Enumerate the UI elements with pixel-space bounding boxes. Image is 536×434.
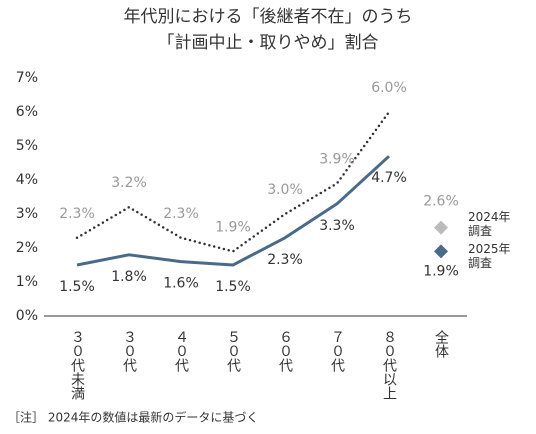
y-tick-label: 5% [16, 138, 38, 154]
data-label: 3.0% [267, 182, 303, 198]
chart-title: 年代別における「後継者不在」のうち [124, 7, 413, 27]
data-label: 3.9% [319, 151, 355, 167]
data-label: 3.2% [111, 175, 147, 191]
data-label: 6.0% [371, 80, 407, 96]
x-tick-label: 全体 [433, 329, 449, 358]
x-tick-label: ８０代以上 [381, 330, 397, 400]
legend-label: 2024年調査 [468, 210, 511, 238]
summary-marker [434, 244, 448, 259]
legend-label: 2025年調査 [468, 242, 511, 270]
series-line [76, 155, 391, 267]
y-tick-label: 6% [16, 104, 38, 120]
data-label: 3.3% [319, 218, 355, 234]
series-line [75, 110, 391, 253]
x-tick-label: ４０代 [173, 330, 189, 373]
y-tick-label: 3% [16, 206, 38, 222]
data-label: 2.3% [163, 206, 199, 222]
summary-marker [434, 220, 448, 235]
x-tick-label: ５０代 [225, 330, 241, 373]
data-label: 2.3% [267, 252, 303, 268]
data-label: 4.7% [371, 170, 407, 186]
x-tick-label: ７０代 [329, 330, 345, 373]
data-label: 1.9% [215, 219, 251, 235]
data-label: 1.5% [215, 279, 251, 295]
y-tick-label: 7% [16, 70, 38, 86]
x-tick-label: ３０代 [121, 330, 137, 373]
data-label: 2.6% [423, 194, 459, 210]
chart-title: 「計画中止・取りやめ」割合 [158, 33, 379, 53]
note: ［注］ 2024年の数値は最新のデータに基づく [8, 410, 258, 425]
data-label: 1.9% [423, 263, 459, 279]
data-label: 2.3% [59, 206, 95, 222]
x-tick-label: ３０代未満 [69, 330, 85, 400]
y-tick-label: 0% [16, 308, 38, 324]
data-label: 1.8% [111, 269, 147, 285]
y-tick-label: 1% [16, 274, 38, 290]
y-tick-label: 4% [16, 172, 38, 188]
data-label: 1.6% [163, 276, 199, 292]
data-label: 1.5% [59, 279, 95, 295]
x-tick-label: ６０代 [277, 330, 293, 373]
y-tick-label: 2% [16, 240, 38, 256]
